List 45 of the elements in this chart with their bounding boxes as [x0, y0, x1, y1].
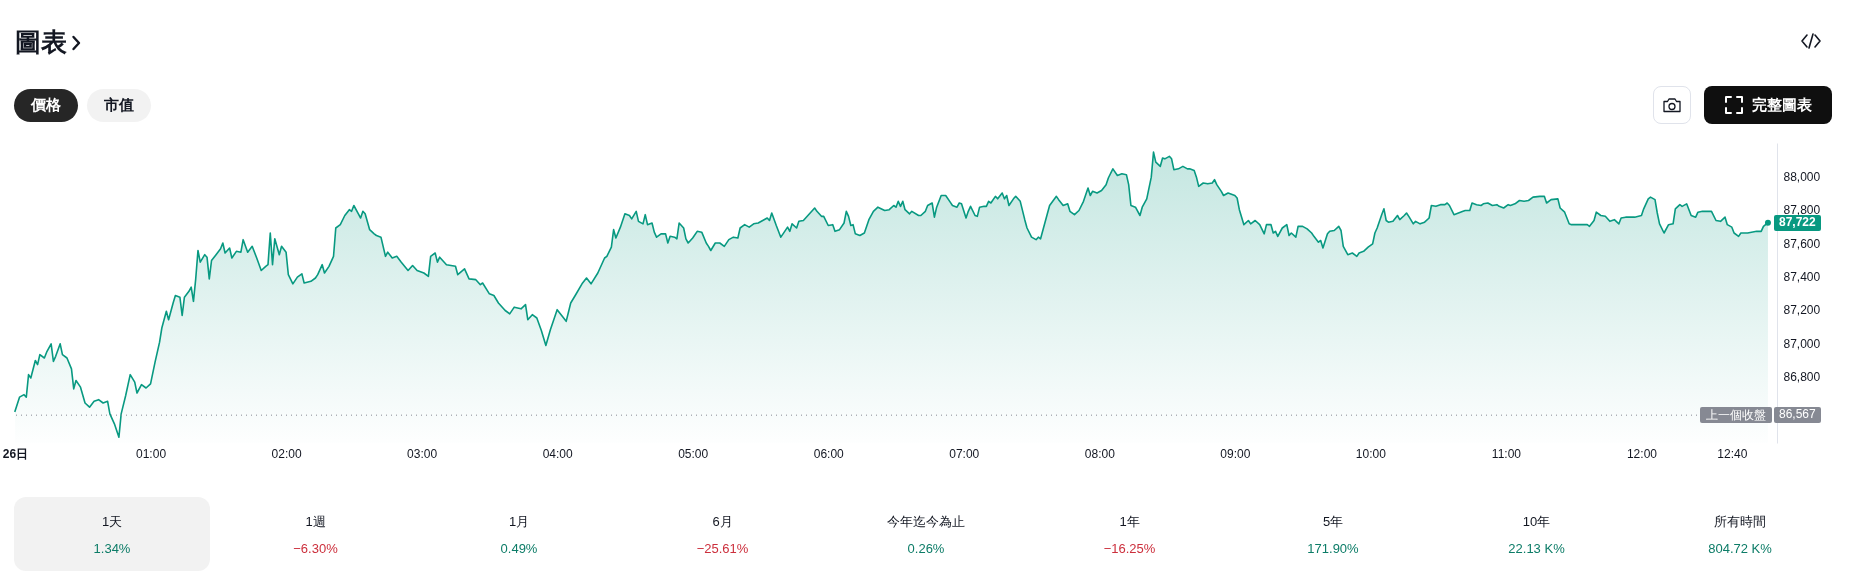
text: −16.25%: [1103, 541, 1156, 556]
x-tick-label: 04:00: [542, 446, 573, 461]
x-tick-label: 02:00: [271, 446, 302, 461]
text: −6.30%: [293, 541, 338, 556]
category-label: 5年: [1322, 513, 1344, 531]
chart-title: 圖表: [15, 27, 67, 57]
x-tick-label: 10:00: [1355, 446, 1387, 461]
label-tag: 上一個收盤: [1700, 407, 1772, 424]
y-tick-label: 86,800: [1783, 369, 1821, 384]
text: 0.49%: [500, 541, 538, 556]
x-tick-label: 12:40: [1717, 446, 1748, 461]
text: 804.72 K%: [1708, 541, 1772, 556]
category-label: 1月: [508, 513, 530, 531]
x-tick-label: 01:00: [136, 446, 167, 461]
category-label: 所有時間: [1714, 513, 1766, 531]
x-tick-label: 07:00: [949, 446, 980, 461]
category-label: 10年: [1522, 513, 1551, 531]
y-tick-label: 87,000: [1783, 336, 1821, 351]
fullscreen-button: 完整圖表: [1704, 86, 1832, 124]
text: 0.26%: [907, 541, 945, 556]
category-label: 1週: [305, 513, 326, 531]
pill-button: 價格: [14, 89, 78, 122]
category-label: 1年: [1119, 513, 1140, 531]
x-tick-label: 03:00: [407, 446, 438, 461]
x-tick-label: 12:00: [1626, 446, 1658, 461]
price-tag: 86,567: [1774, 407, 1821, 424]
x-tick-label: 06:00: [813, 446, 845, 461]
text: 1.34%: [93, 541, 131, 556]
text: 22.13 K%: [1508, 541, 1565, 556]
x-tick-label: 11:00: [1491, 446, 1522, 461]
x-tick-label: 09:00: [1220, 446, 1251, 461]
category-label: 6月: [712, 513, 733, 531]
x-tick-label: 26日: [2, 446, 29, 461]
x-tick-label: 05:00: [678, 446, 709, 461]
category-label: 1天: [101, 513, 123, 531]
price-tag: 87,722: [1774, 214, 1821, 231]
text: 171.90%: [1307, 541, 1359, 556]
category-label: 今年迄今為止: [887, 513, 965, 531]
y-tick-label: 87,600: [1783, 236, 1821, 251]
y-tick-label: 88,000: [1783, 169, 1821, 184]
y-tick-label: 87,200: [1783, 303, 1821, 318]
pill-button: 市值: [87, 89, 151, 122]
x-tick-label: 08:00: [1084, 446, 1116, 461]
text: −25.61%: [696, 541, 749, 556]
y-tick-label: 87,400: [1783, 269, 1821, 284]
